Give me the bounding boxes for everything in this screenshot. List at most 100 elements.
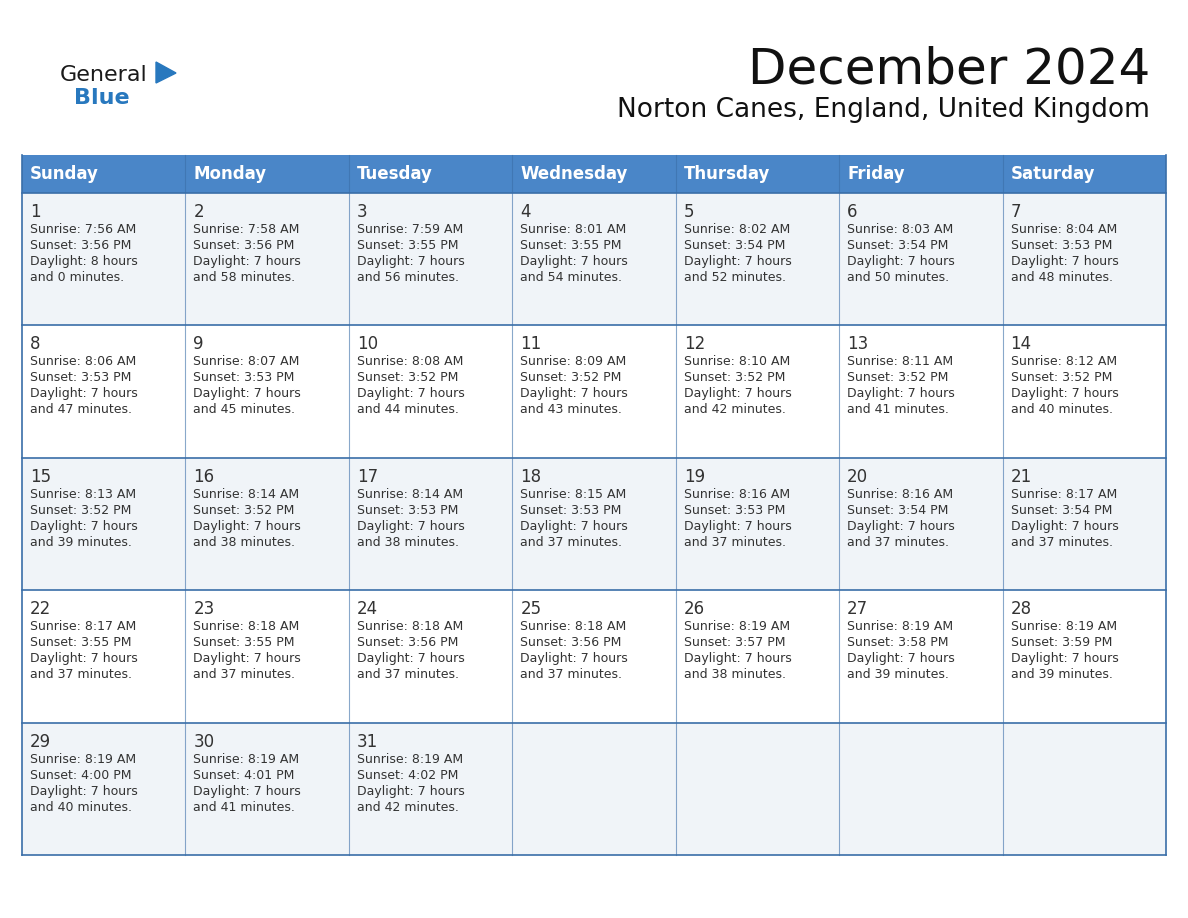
Text: Daylight: 7 hours: Daylight: 7 hours xyxy=(520,520,628,532)
Text: Sunset: 3:56 PM: Sunset: 3:56 PM xyxy=(194,239,295,252)
Bar xyxy=(676,325,839,458)
Text: Sunrise: 8:04 AM: Sunrise: 8:04 AM xyxy=(1011,223,1117,236)
Text: and 41 minutes.: and 41 minutes. xyxy=(847,403,949,417)
Text: and 40 minutes.: and 40 minutes. xyxy=(1011,403,1113,417)
Text: Sunrise: 8:19 AM: Sunrise: 8:19 AM xyxy=(1011,621,1117,633)
Text: Daylight: 7 hours: Daylight: 7 hours xyxy=(1011,652,1118,666)
Text: Sunrise: 8:08 AM: Sunrise: 8:08 AM xyxy=(356,355,463,368)
Bar xyxy=(676,590,839,722)
Text: 15: 15 xyxy=(30,468,51,486)
Bar xyxy=(512,590,676,722)
Text: Sunday: Sunday xyxy=(30,165,99,183)
Text: Sunset: 4:00 PM: Sunset: 4:00 PM xyxy=(30,768,132,781)
Text: Sunrise: 8:19 AM: Sunrise: 8:19 AM xyxy=(194,753,299,766)
Bar xyxy=(839,458,1003,590)
Text: Sunrise: 8:17 AM: Sunrise: 8:17 AM xyxy=(1011,487,1117,501)
Text: Daylight: 7 hours: Daylight: 7 hours xyxy=(356,785,465,798)
Bar xyxy=(839,193,1003,325)
Text: Sunrise: 7:58 AM: Sunrise: 7:58 AM xyxy=(194,223,299,236)
Bar xyxy=(1003,458,1165,590)
Text: Sunset: 3:55 PM: Sunset: 3:55 PM xyxy=(520,239,621,252)
Text: Sunset: 3:52 PM: Sunset: 3:52 PM xyxy=(847,372,948,385)
Bar xyxy=(839,325,1003,458)
Text: and 43 minutes.: and 43 minutes. xyxy=(520,403,623,417)
Text: and 39 minutes.: and 39 minutes. xyxy=(1011,668,1112,681)
Text: Sunrise: 8:01 AM: Sunrise: 8:01 AM xyxy=(520,223,626,236)
Bar xyxy=(1003,590,1165,722)
Text: and 37 minutes.: and 37 minutes. xyxy=(684,536,785,549)
Text: 7: 7 xyxy=(1011,203,1020,221)
Bar xyxy=(349,590,512,722)
Text: and 37 minutes.: and 37 minutes. xyxy=(520,668,623,681)
Text: and 37 minutes.: and 37 minutes. xyxy=(1011,536,1113,549)
Text: and 37 minutes.: and 37 minutes. xyxy=(356,668,459,681)
Bar xyxy=(676,458,839,590)
Text: Sunset: 4:01 PM: Sunset: 4:01 PM xyxy=(194,768,295,781)
Bar xyxy=(185,458,349,590)
Text: 22: 22 xyxy=(30,600,51,618)
Text: and 37 minutes.: and 37 minutes. xyxy=(194,668,296,681)
Text: Daylight: 7 hours: Daylight: 7 hours xyxy=(1011,520,1118,532)
Bar xyxy=(512,458,676,590)
Text: 17: 17 xyxy=(356,468,378,486)
Text: Sunset: 3:56 PM: Sunset: 3:56 PM xyxy=(520,636,621,649)
Text: and 44 minutes.: and 44 minutes. xyxy=(356,403,459,417)
Text: and 37 minutes.: and 37 minutes. xyxy=(847,536,949,549)
Text: Sunrise: 8:18 AM: Sunrise: 8:18 AM xyxy=(194,621,299,633)
Bar xyxy=(23,193,185,325)
Text: 3: 3 xyxy=(356,203,367,221)
Text: Daylight: 7 hours: Daylight: 7 hours xyxy=(30,520,138,532)
Text: Sunset: 3:53 PM: Sunset: 3:53 PM xyxy=(520,504,621,517)
Bar xyxy=(512,325,676,458)
Bar xyxy=(349,325,512,458)
Text: Sunset: 3:53 PM: Sunset: 3:53 PM xyxy=(194,372,295,385)
Bar xyxy=(185,590,349,722)
Bar xyxy=(839,590,1003,722)
Bar xyxy=(349,458,512,590)
Bar xyxy=(23,325,185,458)
Text: 20: 20 xyxy=(847,468,868,486)
Text: Sunset: 3:52 PM: Sunset: 3:52 PM xyxy=(1011,372,1112,385)
Text: Daylight: 7 hours: Daylight: 7 hours xyxy=(520,387,628,400)
Text: and 45 minutes.: and 45 minutes. xyxy=(194,403,296,417)
Text: Daylight: 7 hours: Daylight: 7 hours xyxy=(684,652,791,666)
Text: Sunrise: 8:18 AM: Sunrise: 8:18 AM xyxy=(520,621,626,633)
Bar xyxy=(1003,193,1165,325)
Text: Sunrise: 8:09 AM: Sunrise: 8:09 AM xyxy=(520,355,626,368)
Text: Sunset: 4:02 PM: Sunset: 4:02 PM xyxy=(356,768,459,781)
Text: Sunset: 3:56 PM: Sunset: 3:56 PM xyxy=(356,636,459,649)
Text: Sunrise: 8:19 AM: Sunrise: 8:19 AM xyxy=(30,753,137,766)
Text: 12: 12 xyxy=(684,335,704,353)
Text: and 41 minutes.: and 41 minutes. xyxy=(194,800,296,813)
Text: 29: 29 xyxy=(30,733,51,751)
Text: Daylight: 7 hours: Daylight: 7 hours xyxy=(194,652,302,666)
Text: Sunrise: 8:06 AM: Sunrise: 8:06 AM xyxy=(30,355,137,368)
Bar xyxy=(23,590,185,722)
Text: 21: 21 xyxy=(1011,468,1032,486)
Text: Sunrise: 8:17 AM: Sunrise: 8:17 AM xyxy=(30,621,137,633)
Text: and 58 minutes.: and 58 minutes. xyxy=(194,271,296,284)
Text: Daylight: 7 hours: Daylight: 7 hours xyxy=(356,520,465,532)
Text: 13: 13 xyxy=(847,335,868,353)
Text: 9: 9 xyxy=(194,335,204,353)
Bar xyxy=(349,722,512,855)
Text: Sunset: 3:54 PM: Sunset: 3:54 PM xyxy=(847,504,948,517)
Bar xyxy=(676,193,839,325)
Bar xyxy=(185,325,349,458)
Text: Sunrise: 8:16 AM: Sunrise: 8:16 AM xyxy=(847,487,953,501)
Text: and 37 minutes.: and 37 minutes. xyxy=(520,536,623,549)
Text: Daylight: 7 hours: Daylight: 7 hours xyxy=(194,255,302,268)
Bar xyxy=(512,722,676,855)
Text: Daylight: 7 hours: Daylight: 7 hours xyxy=(847,387,955,400)
Text: and 54 minutes.: and 54 minutes. xyxy=(520,271,623,284)
Polygon shape xyxy=(156,62,176,83)
Text: 27: 27 xyxy=(847,600,868,618)
Text: and 38 minutes.: and 38 minutes. xyxy=(356,536,459,549)
Text: and 42 minutes.: and 42 minutes. xyxy=(684,403,785,417)
Text: 8: 8 xyxy=(30,335,40,353)
Text: Sunrise: 8:16 AM: Sunrise: 8:16 AM xyxy=(684,487,790,501)
Text: Daylight: 7 hours: Daylight: 7 hours xyxy=(684,520,791,532)
Text: Sunset: 3:54 PM: Sunset: 3:54 PM xyxy=(684,239,785,252)
Text: Daylight: 7 hours: Daylight: 7 hours xyxy=(194,785,302,798)
Text: Sunrise: 8:02 AM: Sunrise: 8:02 AM xyxy=(684,223,790,236)
